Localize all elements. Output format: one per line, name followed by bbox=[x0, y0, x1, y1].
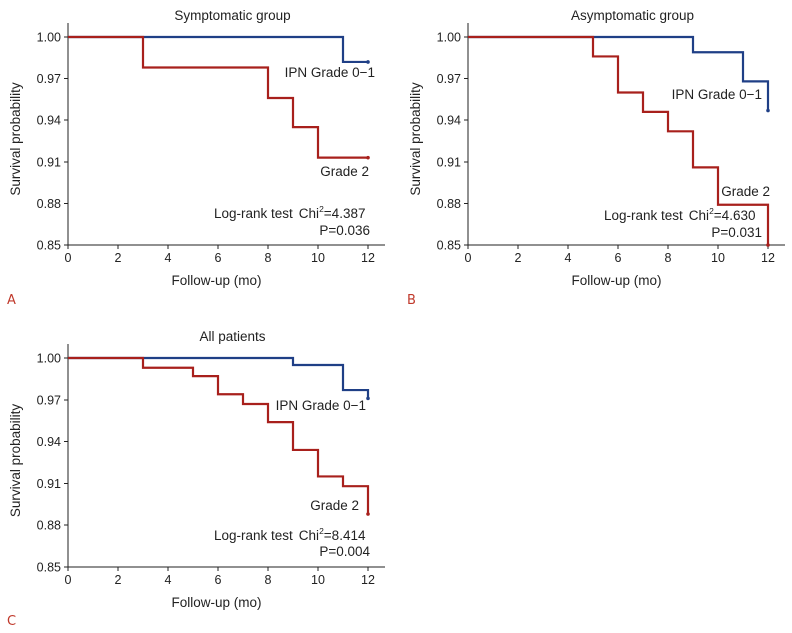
x-tick-label: 8 bbox=[665, 251, 672, 265]
y-tick-label: 0.97 bbox=[37, 393, 61, 407]
x-tick-label: 0 bbox=[65, 251, 72, 265]
chi-value: =4.630 bbox=[714, 208, 756, 223]
y-tick-label: 0.91 bbox=[437, 155, 461, 169]
y-tick-label: 0.88 bbox=[37, 519, 61, 533]
ipn-grade-0-1-survival-curve bbox=[68, 35, 368, 64]
grade-2-survival-curve bbox=[468, 35, 770, 245]
y-axis-label: Survival probability bbox=[408, 82, 423, 196]
y-tick-label: 0.94 bbox=[37, 114, 61, 128]
log-rank-test-label: Log-rank test bbox=[604, 208, 683, 223]
y-tick-label: 0.97 bbox=[437, 72, 461, 86]
x-tick-label: 2 bbox=[115, 573, 122, 587]
chi-value: =4.387 bbox=[324, 206, 366, 221]
x-tick-label: 6 bbox=[215, 251, 222, 265]
p-value: P=0.036 bbox=[319, 223, 370, 238]
chart-title: Asymptomatic group bbox=[571, 8, 694, 23]
grade-2-survival-curve bbox=[68, 35, 368, 159]
x-tick-label: 2 bbox=[515, 251, 522, 265]
log-rank-annotation: Log-rank test Chi2=8.414 bbox=[214, 526, 366, 543]
y-tick-label: 1.00 bbox=[37, 352, 61, 366]
y-tick-label: 0.91 bbox=[37, 155, 61, 169]
log-rank-annotation: Log-rank test Chi2=4.630 bbox=[604, 206, 755, 223]
panel-letter: C bbox=[7, 614, 16, 629]
log-rank-annotation: Log-rank test Chi2=4.387 bbox=[214, 204, 365, 221]
chi-label: Chi bbox=[299, 528, 319, 543]
chi-label: Chi bbox=[299, 206, 319, 221]
grade-2-label: Grade 2 bbox=[310, 498, 359, 513]
x-tick-label: 4 bbox=[165, 573, 172, 587]
x-tick-label: 2 bbox=[115, 251, 122, 265]
x-tick-label: 12 bbox=[761, 251, 775, 265]
y-tick-label: 0.85 bbox=[37, 239, 61, 253]
panel-letter: B bbox=[407, 293, 416, 308]
log-rank-test-label: Log-rank test bbox=[214, 528, 293, 543]
p-value: P=0.031 bbox=[711, 225, 762, 240]
ipn-grade-0-1-survival-curve bbox=[68, 356, 370, 399]
x-tick-label: 10 bbox=[311, 573, 325, 587]
y-tick-label: 0.97 bbox=[37, 72, 61, 86]
x-tick-label: 10 bbox=[711, 251, 725, 265]
chi-superscript: 2 bbox=[709, 206, 714, 216]
chart-title: Symptomatic group bbox=[174, 8, 290, 23]
panel-letter: A bbox=[7, 293, 16, 308]
y-tick-label: 0.88 bbox=[37, 197, 61, 211]
x-tick-label: 6 bbox=[615, 251, 622, 265]
ipn-grade-0-1-label: IPN Grade 0−1 bbox=[276, 398, 366, 413]
x-tick-label: 4 bbox=[565, 251, 572, 265]
panel-all-patients: All patients 0 2 4 6 8 10 12 0.85 0.88 0.91 0.94 0.9… bbox=[7, 329, 385, 629]
x-tick-label: 4 bbox=[165, 251, 172, 265]
ipn-grade-0-1-label: IPN Grade 0−1 bbox=[285, 65, 375, 80]
chi-superscript: 2 bbox=[319, 526, 324, 536]
x-tick-label: 12 bbox=[361, 251, 375, 265]
y-tick-label: 0.85 bbox=[437, 239, 461, 253]
x-tick-label: 10 bbox=[311, 251, 325, 265]
censor-mark bbox=[366, 396, 370, 401]
x-tick-label: 6 bbox=[215, 573, 222, 587]
x-tick-label: 12 bbox=[361, 573, 375, 587]
chart-title: All patients bbox=[199, 329, 265, 344]
y-tick-label: 0.91 bbox=[37, 477, 61, 491]
x-axis-label: Follow-up (mo) bbox=[171, 595, 261, 610]
y-axis-label: Survival probability bbox=[8, 404, 23, 518]
censor-mark bbox=[766, 243, 770, 247]
y-tick-label: 1.00 bbox=[37, 31, 61, 45]
y-tick-label: 0.85 bbox=[37, 561, 61, 575]
y-tick-label: 0.94 bbox=[37, 435, 61, 449]
x-axis-label: Follow-up (mo) bbox=[171, 273, 261, 288]
chi-label: Chi bbox=[689, 208, 709, 223]
x-tick-label: 8 bbox=[265, 573, 272, 587]
ipn-grade-0-1-label: IPN Grade 0−1 bbox=[672, 87, 762, 102]
y-tick-label: 0.94 bbox=[437, 114, 461, 128]
grade-2-label: Grade 2 bbox=[320, 164, 369, 179]
x-tick-label: 8 bbox=[265, 251, 272, 265]
y-tick-label: 0.88 bbox=[437, 197, 461, 211]
x-tick-label: 0 bbox=[465, 251, 472, 265]
censor-mark bbox=[366, 155, 370, 160]
chi-superscript: 2 bbox=[319, 204, 324, 214]
grade-2-survival-curve bbox=[68, 356, 370, 515]
censor-mark bbox=[766, 108, 770, 113]
panel-asymptomatic-group: Asymptomatic group 0 2 4 6 8 10 12 0.85 0.88 0.91 0… bbox=[407, 8, 785, 308]
y-tick-label: 1.00 bbox=[437, 31, 461, 45]
grade-2-label: Grade 2 bbox=[721, 184, 770, 199]
y-axis-label: Survival probability bbox=[8, 82, 23, 196]
p-value: P=0.004 bbox=[319, 544, 370, 559]
ipn-grade-0-1-survival-curve bbox=[468, 35, 770, 111]
x-axis-label: Follow-up (mo) bbox=[571, 273, 661, 288]
panel-symptomatic-group: Symptomatic group 0 2 4 6 8 10 12 0.85 0.88 0.91 0.… bbox=[7, 8, 385, 308]
x-tick-label: 0 bbox=[65, 573, 72, 587]
chi-value: =8.414 bbox=[324, 528, 366, 543]
log-rank-test-label: Log-rank test bbox=[214, 206, 293, 221]
censor-mark bbox=[366, 512, 370, 516]
censor-mark bbox=[366, 60, 370, 64]
